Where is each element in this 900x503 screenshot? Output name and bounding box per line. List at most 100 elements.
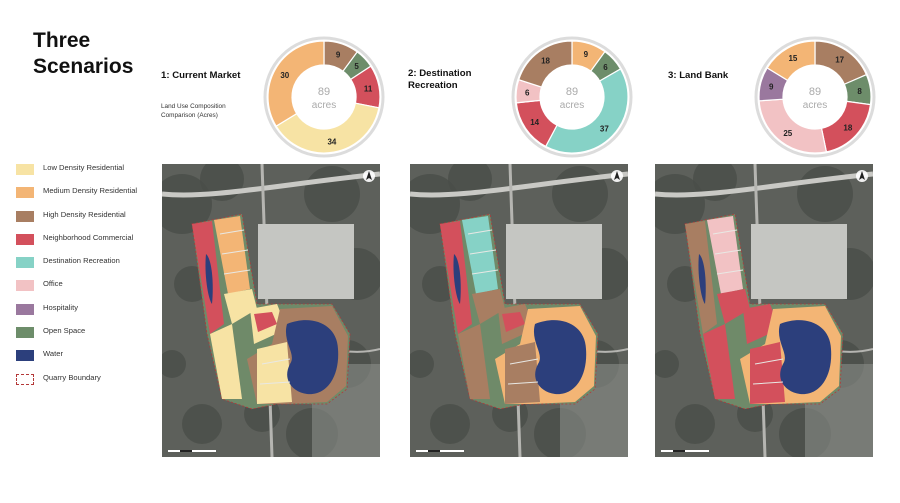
quarry-area: [751, 224, 847, 299]
legend-swatch: [16, 210, 34, 222]
donut-slice-label: 8: [857, 87, 862, 96]
legend-swatch: [16, 280, 34, 292]
donut-center-unit: acres: [312, 100, 336, 111]
donut-slice-label: 9: [584, 50, 589, 59]
land-use-parcel: [703, 324, 735, 399]
scale-bar: [168, 450, 216, 452]
current-market-map: [162, 164, 380, 457]
legend-item-neighborhood-commercial: Neighborhood Commercial: [16, 233, 166, 256]
land-use-parcel: [254, 312, 277, 332]
land-use-parcel: [462, 216, 498, 294]
legend-item-hospitality: Hospitality: [16, 303, 166, 326]
legend-item-office: Office: [16, 279, 166, 302]
land-use-parcel: [502, 312, 525, 332]
internal-streets: [467, 229, 539, 385]
donut-slice-label: 25: [783, 129, 792, 138]
donut-center-unit: acres: [803, 100, 827, 111]
pond: [698, 254, 706, 304]
legend-label: Quarry Boundary: [43, 372, 101, 382]
legend-label: Water: [43, 349, 63, 359]
highway: [655, 171, 873, 198]
tree-canopy: [182, 404, 222, 444]
donut-slice-label: 18: [541, 57, 550, 66]
land-bank-map: [655, 164, 873, 457]
donut-slice-destination-recreation: [544, 68, 629, 154]
legend-swatch: [16, 373, 34, 385]
land-use-parcel: [750, 342, 785, 404]
legend-item-quarry-boundary: Quarry Boundary: [16, 373, 166, 396]
land-use-parcel: [257, 342, 292, 404]
tree-canopy: [410, 174, 460, 234]
donut-chart-land-bank: 17 8 18 25 9 15 89 acres: [754, 36, 876, 158]
tree-canopy: [655, 350, 679, 378]
lake: [285, 320, 339, 395]
legend-label: Neighborhood Commercial: [43, 232, 134, 242]
legend-label: Medium Density Residential: [43, 186, 138, 196]
highway: [162, 171, 380, 198]
donut-slice-label: 9: [769, 82, 774, 91]
legend-item-open-space: Open Space: [16, 326, 166, 349]
legend: Low Density Residential Medium Density Re…: [16, 163, 166, 396]
internal-streets: [219, 229, 291, 385]
legend-label: Low Density Residential: [43, 163, 125, 172]
donut-slice-label: 34: [327, 137, 336, 146]
highway: [410, 171, 628, 198]
tree-canopy: [304, 166, 360, 222]
legend-item-high-density-residential: High Density Residential: [16, 210, 166, 233]
tree-canopy: [797, 166, 853, 222]
north-arrow-icon: [856, 170, 868, 182]
scenario-2-label: 2: Destination Recreation: [408, 68, 472, 91]
quarry-area: [258, 224, 354, 299]
donut-center-value: 89: [318, 86, 330, 98]
land-use-parcel: [717, 289, 750, 324]
legend-swatch: [16, 233, 34, 245]
donut-center-unit: acres: [560, 100, 584, 111]
land-use-parcel: [458, 324, 490, 399]
pond: [205, 254, 213, 304]
donut-center-value: 89: [566, 86, 578, 98]
lake: [533, 320, 587, 395]
legend-label: Office: [43, 279, 63, 289]
donut-outer-ring: [263, 36, 385, 158]
legend-swatch: [16, 327, 34, 339]
land-use-parcel: [224, 289, 257, 324]
donut-slice-label: 17: [835, 55, 844, 64]
tree-canopy: [162, 350, 186, 378]
land-use-parcel: [210, 324, 242, 399]
legend-label: Destination Recreation: [43, 256, 120, 266]
tree-canopy: [162, 174, 212, 234]
legend-label: Hospitality: [43, 302, 79, 312]
scale-bar: [661, 450, 709, 452]
donut-chart-destination-recreation: 9 6 37 14 6 18 89 acres: [511, 36, 633, 158]
tree-canopy: [655, 174, 705, 234]
donut-slice-label: 6: [603, 63, 608, 72]
land-use-parcel: [747, 312, 770, 332]
legend-label: High Density Residential: [43, 209, 126, 219]
donut-slice-label: 14: [530, 118, 539, 127]
tree-canopy: [675, 404, 715, 444]
donut-slice-label: 5: [354, 62, 359, 71]
quarry-area: [506, 224, 602, 299]
donut-outer-ring: [511, 36, 633, 158]
legend-item-water: Water: [16, 349, 166, 372]
donut-slice-label: 6: [525, 88, 530, 97]
page-title: Three Scenarios: [33, 29, 134, 78]
north-arrow-icon: [611, 170, 623, 182]
scenario-1-label: 1: Current Market: [161, 70, 241, 81]
donut-slice-label: 9: [336, 50, 341, 59]
lake: [778, 320, 832, 395]
donut-slice-medium-density-residential: [766, 40, 816, 82]
legend-label: Open Space: [43, 326, 86, 336]
legend-item-low-density-residential: Low Density Residential: [16, 163, 166, 186]
donut-chart-current-market: 9 5 11 34 30 89 acres: [263, 36, 385, 158]
land-use-parcel: [214, 216, 250, 294]
tree-canopy: [430, 404, 470, 444]
scenario-3-label: 3: Land Bank: [668, 70, 729, 81]
donut-slice-label: 30: [280, 71, 289, 80]
destination-recreation-map: [410, 164, 628, 457]
chart-subtitle: Land Use Composition Comparison (Acres): [161, 103, 226, 119]
land-use-parcel: [472, 289, 505, 324]
donut-slice-label: 11: [364, 84, 373, 93]
land-use-parcel: [505, 342, 540, 404]
legend-item-medium-density-residential: Medium Density Residential: [16, 186, 166, 209]
